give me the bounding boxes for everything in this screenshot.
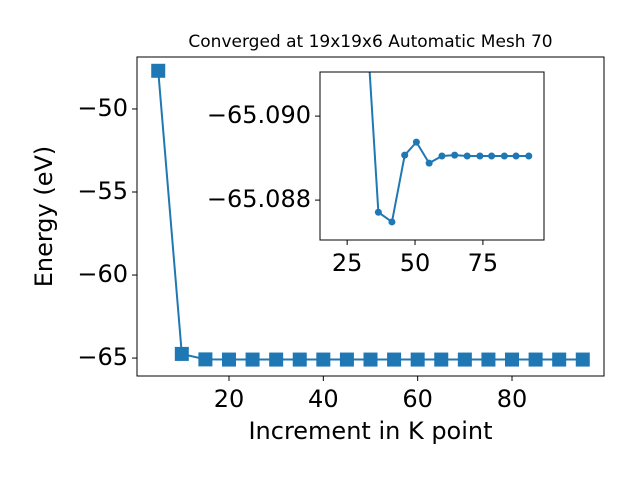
x-tick-label: 75 [468, 249, 499, 277]
plot-content [151, 63, 590, 367]
x-tick-label: 60 [402, 385, 433, 413]
marker [528, 352, 543, 367]
marker [434, 352, 449, 367]
y-tick-label: −60 [77, 260, 128, 288]
marker [488, 152, 496, 160]
marker [512, 152, 520, 160]
marker [292, 352, 307, 367]
plot-content [368, 72, 533, 226]
marker [269, 352, 284, 367]
marker [575, 352, 590, 367]
marker [481, 352, 496, 367]
marker [387, 352, 402, 367]
chart-title: Converged at 19x19x6 Automatic Mesh 70 [188, 32, 552, 52]
marker [438, 152, 446, 160]
marker [174, 346, 189, 361]
marker [363, 352, 378, 367]
marker [401, 151, 409, 159]
marker [316, 352, 331, 367]
marker [198, 352, 213, 367]
y-axis-label: Energy (eV) [30, 146, 58, 288]
y-tick-label: −65.088 [207, 185, 311, 213]
marker [245, 352, 260, 367]
axes-frame [136, 56, 605, 377]
marker [412, 138, 420, 146]
marker [552, 352, 567, 367]
x-tick-label: 20 [214, 385, 245, 413]
marker [388, 218, 396, 226]
y-tick-label: −65.090 [207, 101, 311, 129]
y-tick-label: −50 [77, 94, 128, 122]
axes-frame [319, 71, 545, 241]
marker [457, 352, 472, 367]
marker [451, 151, 459, 159]
x-tick-label: 50 [400, 249, 431, 277]
y-tick-label: −55 [77, 177, 128, 205]
x-tick-label: 80 [497, 385, 528, 413]
marker [339, 352, 354, 367]
marker [500, 152, 508, 160]
x-axis-label: Increment in K point [248, 417, 492, 445]
marker [410, 352, 425, 367]
marker [425, 159, 433, 167]
marker [476, 152, 484, 160]
x-tick-label: 40 [308, 385, 339, 413]
marker [463, 152, 471, 160]
marker [505, 352, 520, 367]
x-tick-label: 25 [332, 249, 363, 277]
y-tick-label: −65 [77, 343, 128, 371]
marker [221, 352, 236, 367]
marker [151, 63, 166, 78]
marker [374, 208, 382, 216]
marker [525, 152, 533, 160]
